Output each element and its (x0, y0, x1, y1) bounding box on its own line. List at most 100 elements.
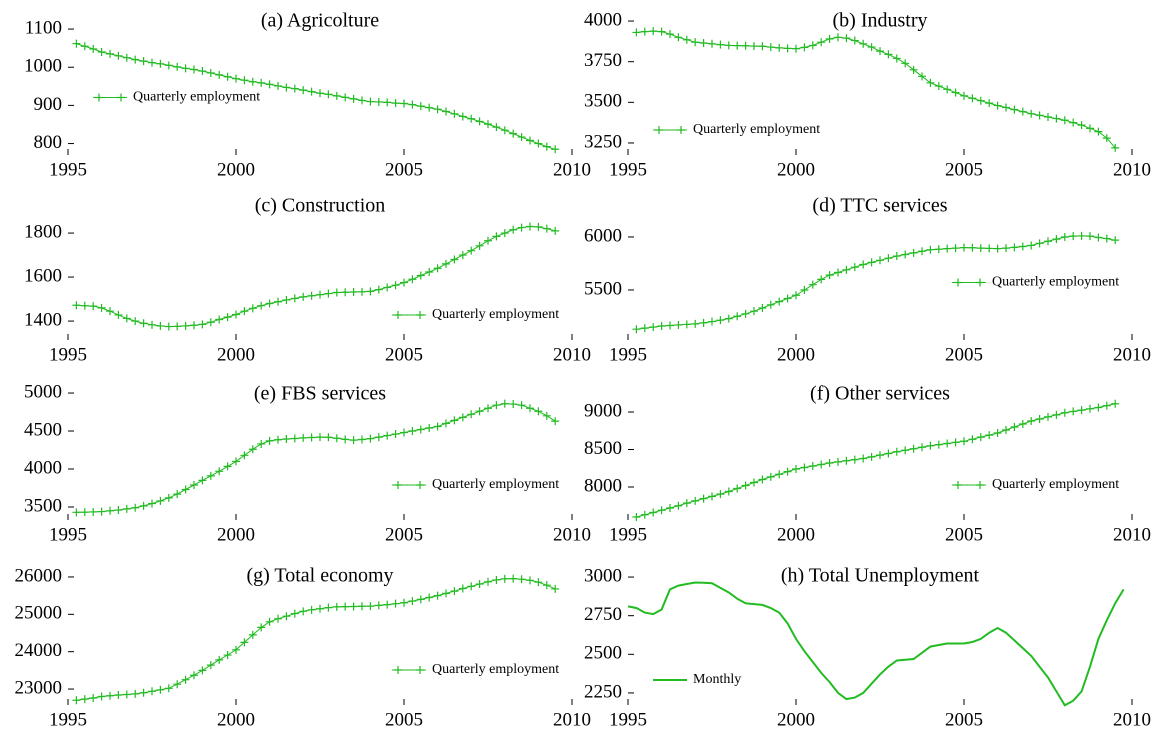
data-marker (80, 508, 89, 517)
data-marker (341, 93, 350, 102)
data-marker (173, 322, 182, 331)
data-marker (867, 452, 876, 461)
data-marker (425, 593, 434, 602)
y-tick-label: 2250 (584, 681, 622, 702)
data-marker (951, 438, 960, 447)
data-marker (682, 35, 691, 44)
data-marker (758, 42, 767, 51)
legend-marker (394, 481, 402, 489)
data-marker (181, 675, 190, 684)
data-marker (960, 243, 968, 252)
data-marker (391, 599, 400, 608)
data-marker (190, 671, 198, 680)
data-marker (542, 411, 551, 420)
data-marker (358, 435, 366, 444)
data-marker (1052, 114, 1061, 123)
data-marker (691, 496, 700, 505)
data-marker (1069, 232, 1078, 241)
data-marker (542, 142, 551, 151)
y-tick-label: 25000 (15, 603, 63, 624)
x-tick-label: 2010 (1113, 344, 1151, 365)
data-marker (526, 222, 534, 231)
legend-marker (954, 481, 962, 489)
data-marker (492, 232, 501, 241)
data-marker (282, 83, 291, 92)
data-marker (918, 247, 926, 256)
data-marker (299, 86, 308, 95)
data-marker (349, 94, 358, 103)
data-marker (1002, 426, 1010, 435)
data-marker (842, 456, 851, 465)
data-marker (766, 300, 775, 309)
data-marker (223, 462, 232, 471)
data-marker (80, 42, 89, 51)
data-marker (341, 602, 350, 611)
y-tick-label: 4000 (584, 9, 622, 30)
data-marker (374, 285, 383, 294)
x-tick-label: 1995 (49, 344, 87, 365)
data-marker (1010, 423, 1019, 432)
data-marker (551, 226, 560, 235)
panel-title: (f) Other services (810, 383, 950, 405)
x-tick-label: 2005 (385, 344, 423, 365)
data-marker (1102, 234, 1111, 243)
data-marker (1052, 235, 1061, 244)
data-marker (876, 47, 884, 56)
data-marker (909, 65, 918, 74)
data-marker (985, 431, 994, 440)
data-marker (316, 433, 324, 442)
data-marker (139, 57, 148, 66)
data-marker (484, 577, 492, 586)
data-marker (1077, 406, 1086, 415)
data-marker (442, 589, 450, 598)
y-tick-label: 1600 (24, 265, 62, 286)
data-marker (926, 441, 935, 450)
data-marker (1044, 112, 1052, 121)
data-marker (1111, 143, 1120, 152)
data-marker (416, 595, 425, 604)
x-tick-label: 2005 (385, 709, 423, 730)
data-marker (1035, 111, 1044, 120)
data-marker (859, 454, 868, 463)
data-marker (190, 321, 198, 330)
data-marker (758, 303, 767, 312)
x-tick-label: 2005 (385, 524, 423, 545)
data-marker (909, 248, 918, 257)
data-marker (198, 666, 207, 675)
legend-marker (117, 93, 125, 102)
data-marker (509, 225, 518, 234)
data-marker (766, 472, 775, 481)
data-marker (724, 487, 733, 496)
y-tick-label: 1800 (24, 221, 62, 242)
data-marker (450, 255, 459, 264)
data-marker (198, 67, 207, 76)
data-marker (114, 691, 123, 700)
data-marker (475, 580, 484, 589)
data-marker (551, 417, 560, 426)
data-marker (215, 467, 224, 476)
data-marker (232, 310, 240, 319)
data-marker (876, 451, 884, 460)
data-marker (976, 433, 985, 442)
data-marker (492, 123, 501, 132)
data-marker (190, 480, 198, 489)
data-marker (1111, 236, 1120, 245)
data-marker (349, 288, 358, 297)
data-marker (666, 30, 674, 39)
data-marker (391, 99, 400, 108)
x-tick-label: 1995 (609, 159, 647, 180)
y-tick-label: 3500 (24, 495, 62, 516)
data-marker (450, 416, 459, 425)
data-marker (139, 501, 148, 510)
data-marker (699, 494, 708, 503)
data-marker (122, 504, 131, 513)
data-marker (72, 39, 81, 48)
data-marker (349, 602, 358, 611)
data-marker (976, 244, 985, 253)
data-marker (215, 70, 224, 79)
data-marker (458, 112, 467, 121)
y-tick-label: 3000 (584, 565, 622, 586)
data-marker (374, 97, 383, 106)
data-marker (122, 53, 131, 62)
